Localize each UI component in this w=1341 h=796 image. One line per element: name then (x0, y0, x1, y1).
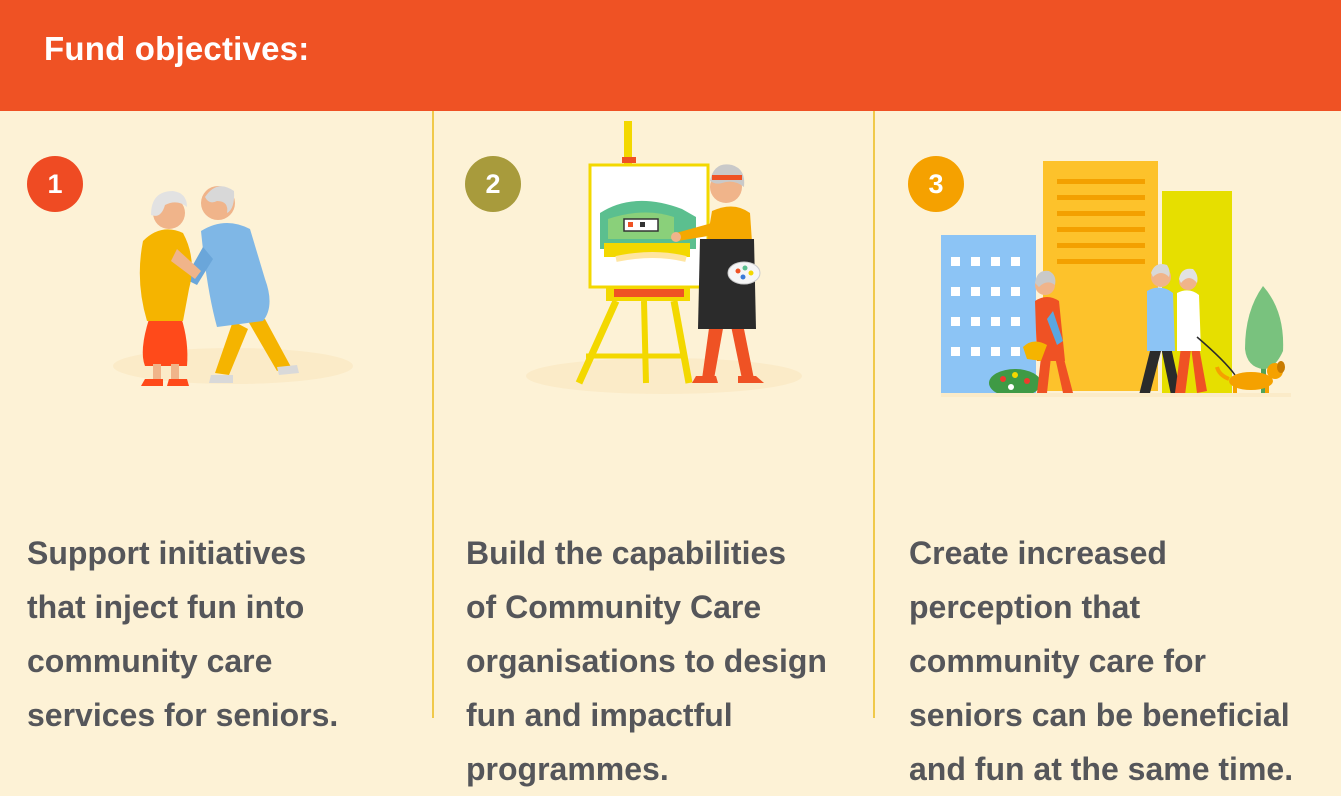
objective-description: Create increased perception that communi… (909, 526, 1293, 796)
objective-description-line: community care for (909, 643, 1206, 679)
painting-senior-illustration (526, 121, 802, 394)
objective-description-line: Create increased (909, 535, 1167, 571)
city-community-illustration (941, 161, 1291, 397)
objective-card-1: 1 Support initiatives that inje (0, 111, 432, 733)
objective-description-line: of Community Care (466, 589, 762, 625)
objective-number-badge: 3 (908, 156, 964, 212)
objective-description: Support initiatives that inject fun into… (27, 526, 338, 742)
objective-description-line: and fun at the same time. (909, 751, 1294, 787)
page-title: Fund objectives: (44, 30, 310, 67)
objective-description-line: Support initiatives (27, 535, 307, 571)
objective-description-line: perception that (909, 589, 1141, 625)
objective-description-line: that inject fun into (27, 589, 305, 625)
objective-description: Build the capabilities of Community Care… (466, 526, 827, 796)
dancing-seniors-illustration (113, 186, 353, 386)
objective-description-line: community care (27, 643, 273, 679)
column-divider (873, 111, 875, 718)
objective-description-line: seniors can be beneficial (909, 697, 1290, 733)
objective-card-2: 2 (434, 111, 873, 787)
objective-description-line: services for seniors. (27, 697, 339, 733)
objective-number-badge: 1 (27, 156, 83, 212)
objective-description-line: programmes. (466, 751, 669, 787)
objective-number-badge: 2 (465, 156, 521, 212)
column-divider (432, 111, 434, 718)
objective-description-line: fun and impactful (466, 697, 733, 733)
header-banner: Fund objectives: (0, 0, 1341, 111)
objective-description-line: organisations to design (466, 643, 827, 679)
objective-card-3: 3 (875, 111, 1341, 787)
objective-description-line: Build the capabilities (466, 535, 787, 571)
